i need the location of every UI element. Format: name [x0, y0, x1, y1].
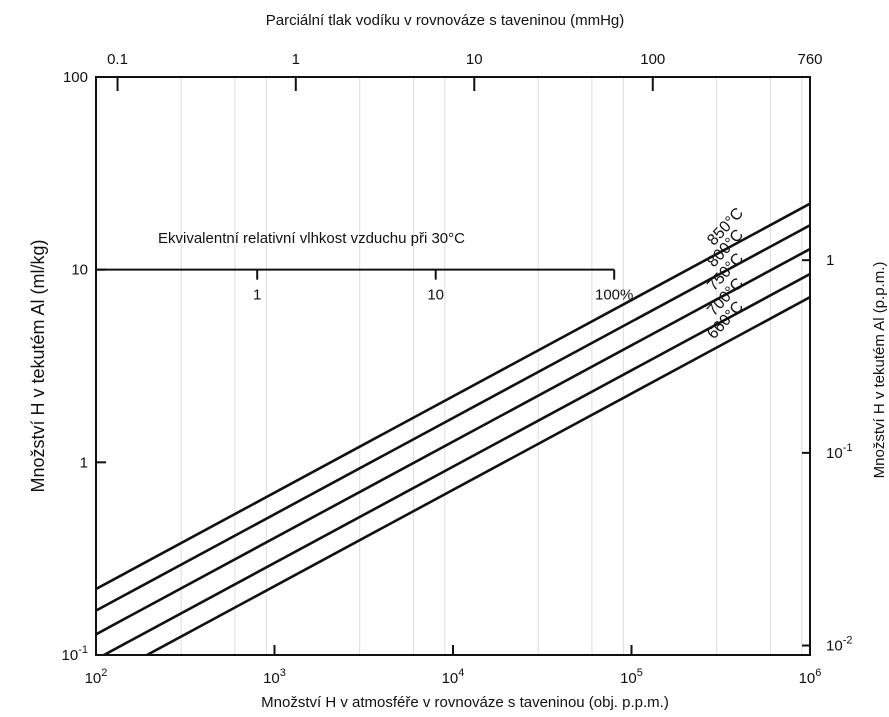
isotherm-line	[101, 272, 810, 655]
right-tick-label: 10-2	[826, 635, 852, 655]
isotherm-line	[96, 224, 810, 612]
isotherm-line	[144, 296, 810, 655]
top-tick-label: 10	[466, 51, 483, 68]
inner-axis-tick-label: 10	[427, 287, 444, 304]
y-tick-label-exp: -1	[78, 644, 88, 656]
grid-layer	[180, 77, 803, 655]
x-tick-label-exp: 6	[815, 667, 821, 679]
inner-axis-title: Ekvivalentní relativní vlhkost vzduchu p…	[158, 230, 465, 247]
y-tick-label-base: 10	[62, 647, 79, 664]
inner-axis-tick-label: 1	[253, 287, 261, 304]
right-tick-label-exp: -2	[843, 635, 853, 647]
x-tick-label-exp: 2	[101, 667, 107, 679]
x-tick-label: 103	[263, 667, 286, 687]
x-tick-label: 105	[620, 667, 643, 687]
x-tick-label: 102	[85, 667, 108, 687]
x-tick-label-base: 10	[263, 670, 280, 687]
top-tick-label: 1	[292, 51, 300, 68]
isotherm-line	[96, 247, 810, 636]
right-tick-label: 1	[826, 252, 834, 269]
x-tick-label-base: 10	[85, 670, 102, 687]
x-tick-label-base: 10	[442, 670, 459, 687]
top-tick-label: 100	[640, 51, 665, 68]
x-tick-label-exp: 5	[637, 667, 643, 679]
top-x-axis-title: Parciální tlak vodíku v rovnováze s tave…	[266, 12, 624, 29]
top-tick-label: 760	[797, 51, 822, 68]
isotherm-line	[96, 202, 810, 591]
x-tick-label-exp: 4	[458, 667, 464, 679]
right-tick-label-base: 10	[826, 638, 843, 655]
right-y-axis-title: Množství H v tekutém Al (p.p.m.)	[871, 262, 888, 479]
right-tick-label-base: 10	[826, 445, 843, 462]
inner-axis-tick-label: 100%	[595, 287, 633, 304]
right-tick-label-exp: -1	[843, 442, 853, 454]
right-tick-label: 10-1	[826, 442, 852, 462]
y-tick-label: 100	[63, 69, 88, 86]
x-tick-label: 104	[442, 667, 465, 687]
axis-ticks	[95, 76, 811, 656]
x-tick-label-base: 10	[799, 670, 816, 687]
isotherm-lines	[96, 202, 810, 655]
top-tick-label: 0.1	[107, 51, 128, 68]
x-axis-title: Množství H v atmosféře v rovnováze s tav…	[261, 694, 669, 711]
y-tick-label: 10-1	[62, 644, 88, 664]
x-tick-label-exp: 3	[280, 667, 286, 679]
y-tick-label: 1	[80, 454, 88, 471]
x-tick-label-base: 10	[620, 670, 637, 687]
inner-humidity-axis: 1 10 100%	[96, 268, 633, 304]
y-axis-title: Množství H v tekutém Al (ml/kg)	[28, 239, 48, 492]
y-tick-label: 10	[71, 262, 88, 279]
plot-frame	[95, 76, 811, 656]
x-tick-label: 106	[799, 667, 822, 687]
